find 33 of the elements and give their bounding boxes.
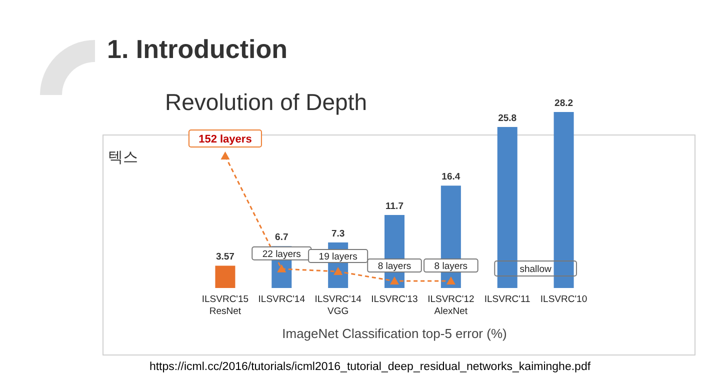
data-label: 22 layers xyxy=(262,248,302,260)
data-label: 8 layers xyxy=(378,260,412,272)
x-tick-label: ILSVRC'12 AlexNet xyxy=(428,294,474,317)
bar xyxy=(215,266,236,288)
bar xyxy=(497,126,518,288)
x-tick-label: ILSVRC'14 VGG xyxy=(314,294,362,317)
x-tick-label: ILSVRC'11 xyxy=(484,294,530,305)
data-label: 152 layers xyxy=(198,133,252,146)
point xyxy=(220,152,230,160)
data-label: 28.2 xyxy=(554,98,574,109)
bar xyxy=(554,112,574,288)
x-tick-label: ILSVRC'13 xyxy=(371,294,418,305)
x-axis-title: ImageNet Classification top-5 error (%) xyxy=(282,326,507,341)
annotation: shallow xyxy=(520,264,552,275)
text: 텍스 xyxy=(108,149,138,166)
text: https://icml.cc/2016/tutorials/icml2016_tutorial_deep_residual_networks_kaiminghe.pdf xyxy=(149,361,592,373)
point xyxy=(334,267,343,275)
x-tick-label: ILSVRC'10 xyxy=(540,294,588,305)
text: 1. Introduction xyxy=(107,34,288,64)
point xyxy=(390,276,399,285)
point xyxy=(446,276,456,285)
chart-title: Revolution of Depth xyxy=(165,89,368,115)
data-label: 25.8 xyxy=(498,112,517,124)
data-label: 8 layers xyxy=(434,260,468,272)
x-tick-label: ILSVRC'14 xyxy=(258,294,305,305)
point xyxy=(277,264,286,272)
data-label: 11.7 xyxy=(386,200,404,212)
data-label: 16.4 xyxy=(442,172,461,183)
data-label: 7.3 xyxy=(331,228,345,240)
x-tick-label: ILSVRC'15 ResNet xyxy=(202,294,249,317)
data-label: 19 layers xyxy=(318,251,358,262)
data-label: 6.7 xyxy=(275,232,288,244)
data-label: 3.57 xyxy=(216,252,234,263)
